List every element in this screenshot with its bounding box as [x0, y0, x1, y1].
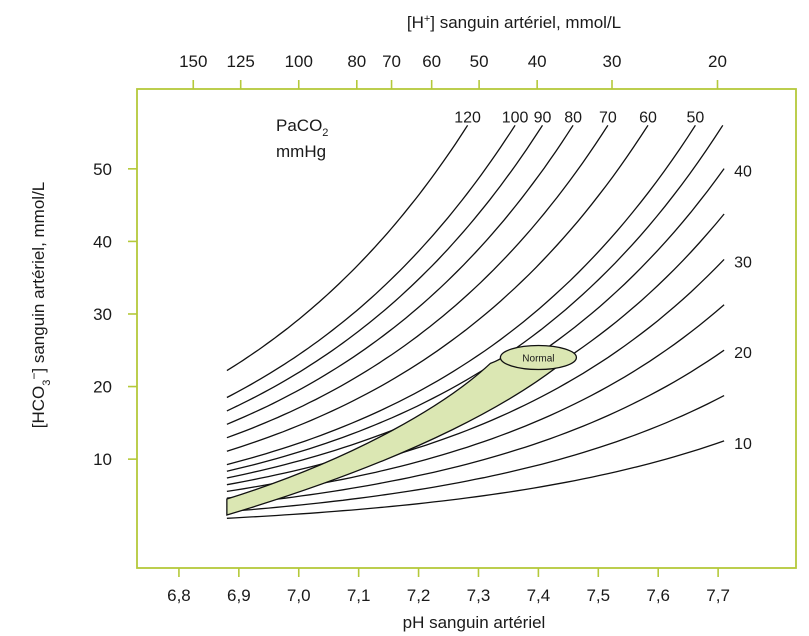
isopleth-45	[226, 124, 724, 472]
isopleth-15	[226, 395, 725, 513]
x-tick-label-4: 7,2	[407, 586, 431, 605]
isopleth-100	[226, 124, 516, 399]
isopleth-90	[226, 124, 544, 412]
isopleth-10	[226, 440, 725, 519]
isopleth-20	[226, 349, 725, 506]
isopleth-label-20: 20	[734, 345, 752, 362]
top-tick-label-2: 100	[285, 52, 313, 71]
top-tick-label-7: 40	[528, 52, 547, 71]
x-tick-label-8: 7,6	[646, 586, 670, 605]
isopleth-label-100: 100	[502, 109, 529, 126]
isopleth-curves	[226, 124, 725, 519]
y-axis-title: [HCO3−] sanguin artériel, mmol/L	[27, 182, 53, 429]
x-tick-label-6: 7,4	[527, 586, 551, 605]
y-tick-label-4: 50	[93, 160, 112, 179]
x-tick-label-0: 6,8	[167, 586, 191, 605]
x-tick-label-1: 6,9	[227, 586, 251, 605]
y-tick-label-1: 20	[93, 378, 112, 397]
isopleth-80	[226, 124, 574, 425]
top-tick-label-5: 60	[422, 52, 441, 71]
top-tick-label-8: 30	[603, 52, 622, 71]
isopleth-label-120: 120	[454, 109, 481, 126]
isopleth-50	[226, 124, 696, 466]
top-tick-label-4: 70	[382, 52, 401, 71]
y-tick-label-2: 30	[93, 305, 112, 324]
x-tick-label-7: 7,5	[586, 586, 610, 605]
axis-tick-labels: 6,8 6,9 7,0 7,1 7,2 7,3 7,4 7,5 7,6 7,7 10 20 30 40 50…	[93, 52, 730, 605]
isopleth-40	[226, 168, 725, 479]
isopleth-labels: 10 20 30 40 50 60 70 80 90 100 120	[454, 109, 752, 453]
isopleth-label-80: 80	[564, 109, 582, 126]
isopleth-120	[226, 124, 469, 372]
isopleth-label-50: 50	[687, 109, 705, 126]
top-tick-label-6: 50	[470, 52, 489, 71]
isopleth-label-90: 90	[534, 109, 552, 126]
isopleth-label-30: 30	[734, 254, 752, 271]
normal-region: Normal	[226, 344, 578, 516]
top-axis-title: [H+] sanguin artériel, mmol/L	[407, 13, 621, 32]
isopleth-label-40: 40	[734, 164, 752, 181]
plot-frame	[136, 88, 797, 569]
normal-ellipse	[499, 344, 578, 371]
y-tick-label-0: 10	[93, 450, 112, 469]
isopleth-60	[226, 124, 649, 452]
top-tick-label-3: 80	[347, 52, 366, 71]
x-tick-label-3: 7,1	[347, 586, 371, 605]
x-tick-label-2: 7,0	[287, 586, 311, 605]
normal-label: Normal	[522, 354, 554, 365]
top-tick-label-9: 20	[708, 52, 727, 71]
axis-ticks	[128, 80, 719, 577]
top-tick-label-1: 125	[227, 52, 255, 71]
legend-unit: mmHg	[276, 142, 326, 161]
isopleth-30	[226, 258, 725, 493]
top-tick-label-0: 150	[179, 52, 207, 71]
x-tick-label-5: 7,3	[467, 586, 491, 605]
isopleth-label-70: 70	[599, 109, 617, 126]
legend-title: PaCO2	[276, 116, 328, 139]
x-axis-title: pH sanguin artériel	[403, 613, 546, 632]
x-tick-label-9: 7,7	[706, 586, 730, 605]
isopleth-label-60: 60	[639, 109, 657, 126]
isopleth-label-10: 10	[734, 436, 752, 453]
y-tick-label-3: 40	[93, 232, 112, 251]
isopleth-70	[226, 124, 609, 439]
